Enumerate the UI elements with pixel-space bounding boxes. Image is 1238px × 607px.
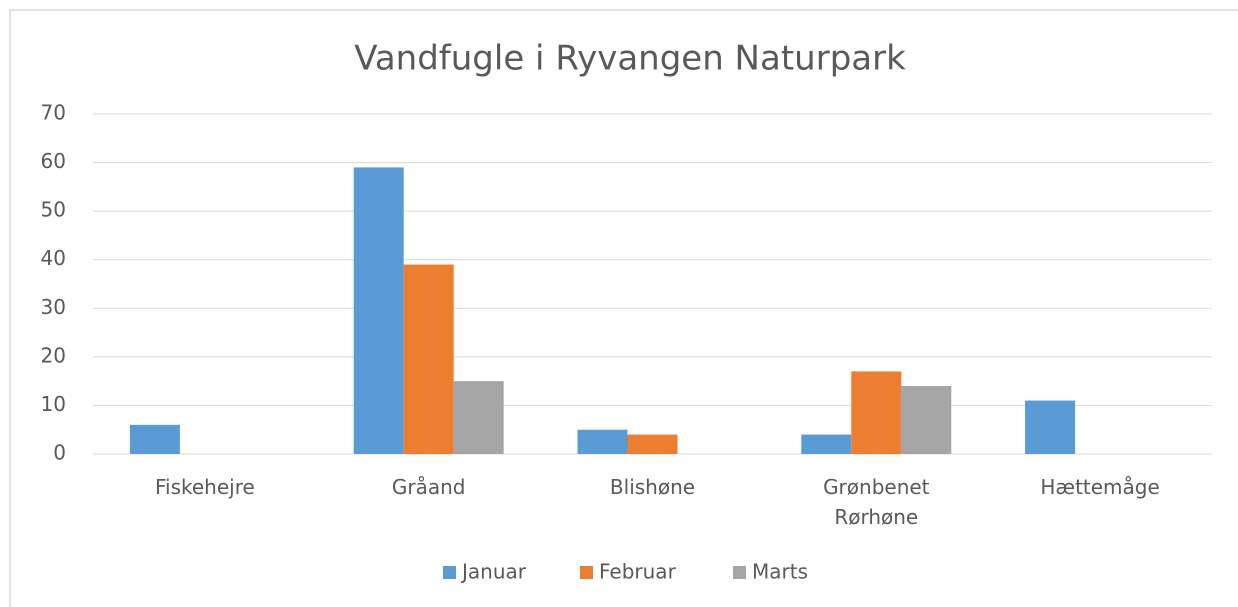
bar [353, 167, 404, 454]
x-tick-label: Fiskehejre [154, 475, 255, 499]
legend-label: Januar [460, 560, 527, 584]
y-tick-label: 0 [53, 441, 66, 465]
bar [403, 264, 454, 454]
y-tick-label: 50 [41, 198, 66, 222]
legend-swatch [443, 566, 456, 579]
y-tick-label: 70 [41, 101, 66, 125]
bar [851, 371, 902, 454]
x-tick-label: Hættemåge [1040, 475, 1160, 499]
chart-title: Vandfugle i Ryvangen Naturpark [354, 39, 906, 79]
bar [1025, 400, 1076, 454]
y-tick-label: 60 [41, 149, 66, 173]
legend-swatch [580, 566, 593, 579]
legend-label: Februar [599, 560, 677, 584]
x-tick-label: Gråand [391, 475, 466, 499]
bar [129, 424, 180, 454]
bar [627, 434, 678, 454]
bar [577, 429, 628, 454]
bar [453, 381, 504, 454]
bar [901, 386, 952, 454]
y-tick-label: 40 [41, 246, 66, 270]
legend-swatch [733, 566, 746, 579]
legend-label: Marts [752, 560, 808, 584]
y-tick-label: 30 [41, 295, 66, 319]
x-tick-label: Blishøne [609, 475, 696, 499]
x-tick-label: Grønbenet Rørhøne [823, 475, 930, 529]
bar [801, 434, 852, 454]
y-tick-label: 10 [41, 392, 66, 416]
y-tick-label: 20 [41, 343, 66, 367]
